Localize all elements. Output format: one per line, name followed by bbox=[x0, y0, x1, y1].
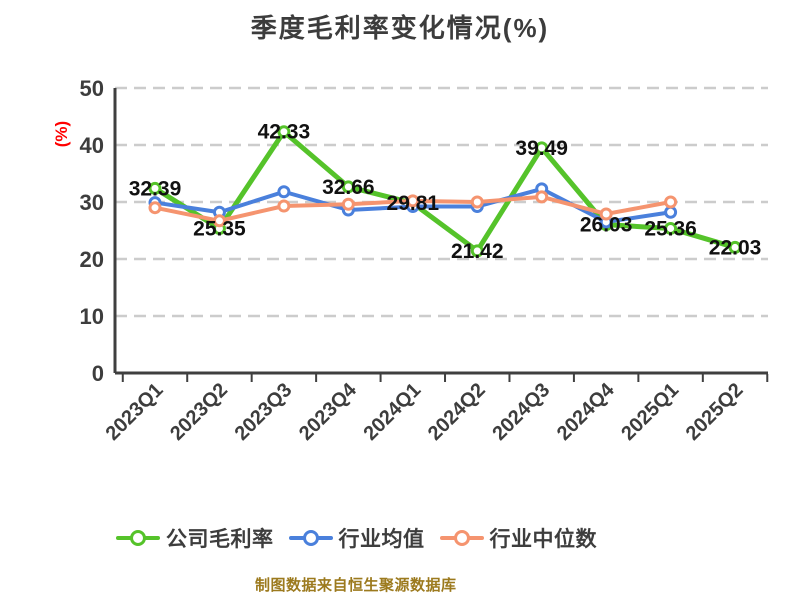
data-point-marker bbox=[535, 190, 549, 204]
y-tick-label: 40 bbox=[80, 133, 104, 158]
data-point-marker bbox=[664, 221, 678, 235]
data-label: 39.49 bbox=[515, 137, 568, 160]
data-point-marker bbox=[664, 195, 678, 209]
data-point-marker bbox=[277, 185, 291, 199]
chart-title: 季度毛利率变化情况(%) bbox=[250, 13, 550, 43]
axes bbox=[113, 88, 769, 382]
data-point-marker bbox=[148, 201, 162, 215]
legend-line-marker-icon bbox=[288, 529, 333, 547]
series-line-company-gross-margin bbox=[152, 129, 738, 254]
data-point-marker bbox=[728, 240, 742, 254]
data-labels-company-gross-margin: 32.39 25.35 42.33 32.66 29.81 21.42 39.49 26.03… bbox=[129, 121, 762, 263]
data-point-marker bbox=[470, 244, 484, 258]
x-tick-label: 2024Q4 bbox=[553, 378, 620, 445]
y-tick-label: 0 bbox=[92, 361, 104, 386]
data-point-marker bbox=[341, 197, 355, 211]
legend-item-industry-median[interactable]: 行业中位数 bbox=[439, 523, 598, 553]
data-point-marker bbox=[535, 141, 549, 155]
data-label: 32.39 bbox=[129, 177, 182, 200]
y-tick-label: 20 bbox=[80, 247, 104, 272]
data-point-marker bbox=[277, 125, 291, 139]
y-tick-label: 10 bbox=[80, 304, 104, 329]
x-axis-labels: 2023Q12023Q22023Q32023Q42024Q12024Q22024… bbox=[102, 378, 748, 445]
x-tick-label: 2025Q2 bbox=[682, 379, 748, 445]
x-tick-label: 2025Q1 bbox=[617, 379, 683, 445]
y-tick-label: 30 bbox=[80, 190, 104, 215]
data-label: 21.42 bbox=[451, 240, 504, 263]
x-tick-label: 2023Q4 bbox=[295, 378, 362, 445]
y-tick-label: 50 bbox=[80, 76, 104, 101]
x-tick-label: 2024Q2 bbox=[424, 379, 490, 445]
data-point-marker bbox=[470, 195, 484, 209]
legend-line-marker-icon bbox=[116, 529, 160, 547]
series-markers-industry-median bbox=[148, 190, 678, 228]
data-point-marker bbox=[212, 214, 226, 228]
data-point-marker bbox=[599, 207, 613, 221]
data-point-marker bbox=[406, 194, 420, 208]
x-tick-label: 2023Q1 bbox=[102, 379, 168, 445]
data-label: 32.66 bbox=[322, 176, 375, 199]
legend-label: 公司毛利率 bbox=[166, 528, 274, 551]
data-point-marker bbox=[664, 205, 678, 219]
data-point-marker bbox=[341, 180, 355, 194]
x-tick-label: 2023Q3 bbox=[231, 379, 297, 445]
legend-label: 行业均值 bbox=[338, 528, 425, 551]
legend-line-marker-icon bbox=[439, 529, 484, 547]
data-point-marker bbox=[277, 199, 291, 213]
x-tick-label: 2024Q3 bbox=[488, 379, 554, 445]
data-label: 25.36 bbox=[644, 217, 697, 240]
data-label: 26.03 bbox=[580, 214, 633, 237]
legend-circle-marker-icon bbox=[130, 530, 146, 546]
legend: 公司毛利率 行业均值 行业中位数 bbox=[116, 524, 597, 552]
data-source-note: 制图数据来自恒生聚源数据库 bbox=[255, 577, 457, 594]
data-label: 22.03 bbox=[709, 236, 762, 259]
legend-circle-marker-icon bbox=[302, 530, 319, 546]
data-label: 29.81 bbox=[387, 192, 440, 215]
legend-item-company-gross-margin[interactable]: 公司毛利率 bbox=[116, 523, 274, 553]
x-tick-label: 2024Q1 bbox=[359, 379, 425, 445]
data-point-marker bbox=[148, 181, 162, 195]
y-axis-labels: 0 10 20 30 40 50 bbox=[80, 76, 104, 386]
x-tick-label: 2023Q2 bbox=[166, 379, 232, 445]
legend-circle-marker-icon bbox=[453, 530, 470, 546]
legend-item-industry-mean[interactable]: 行业均值 bbox=[288, 523, 425, 553]
data-label: 42.33 bbox=[258, 121, 311, 144]
legend-label: 行业中位数 bbox=[489, 528, 597, 551]
data-label: 25.35 bbox=[193, 218, 246, 241]
